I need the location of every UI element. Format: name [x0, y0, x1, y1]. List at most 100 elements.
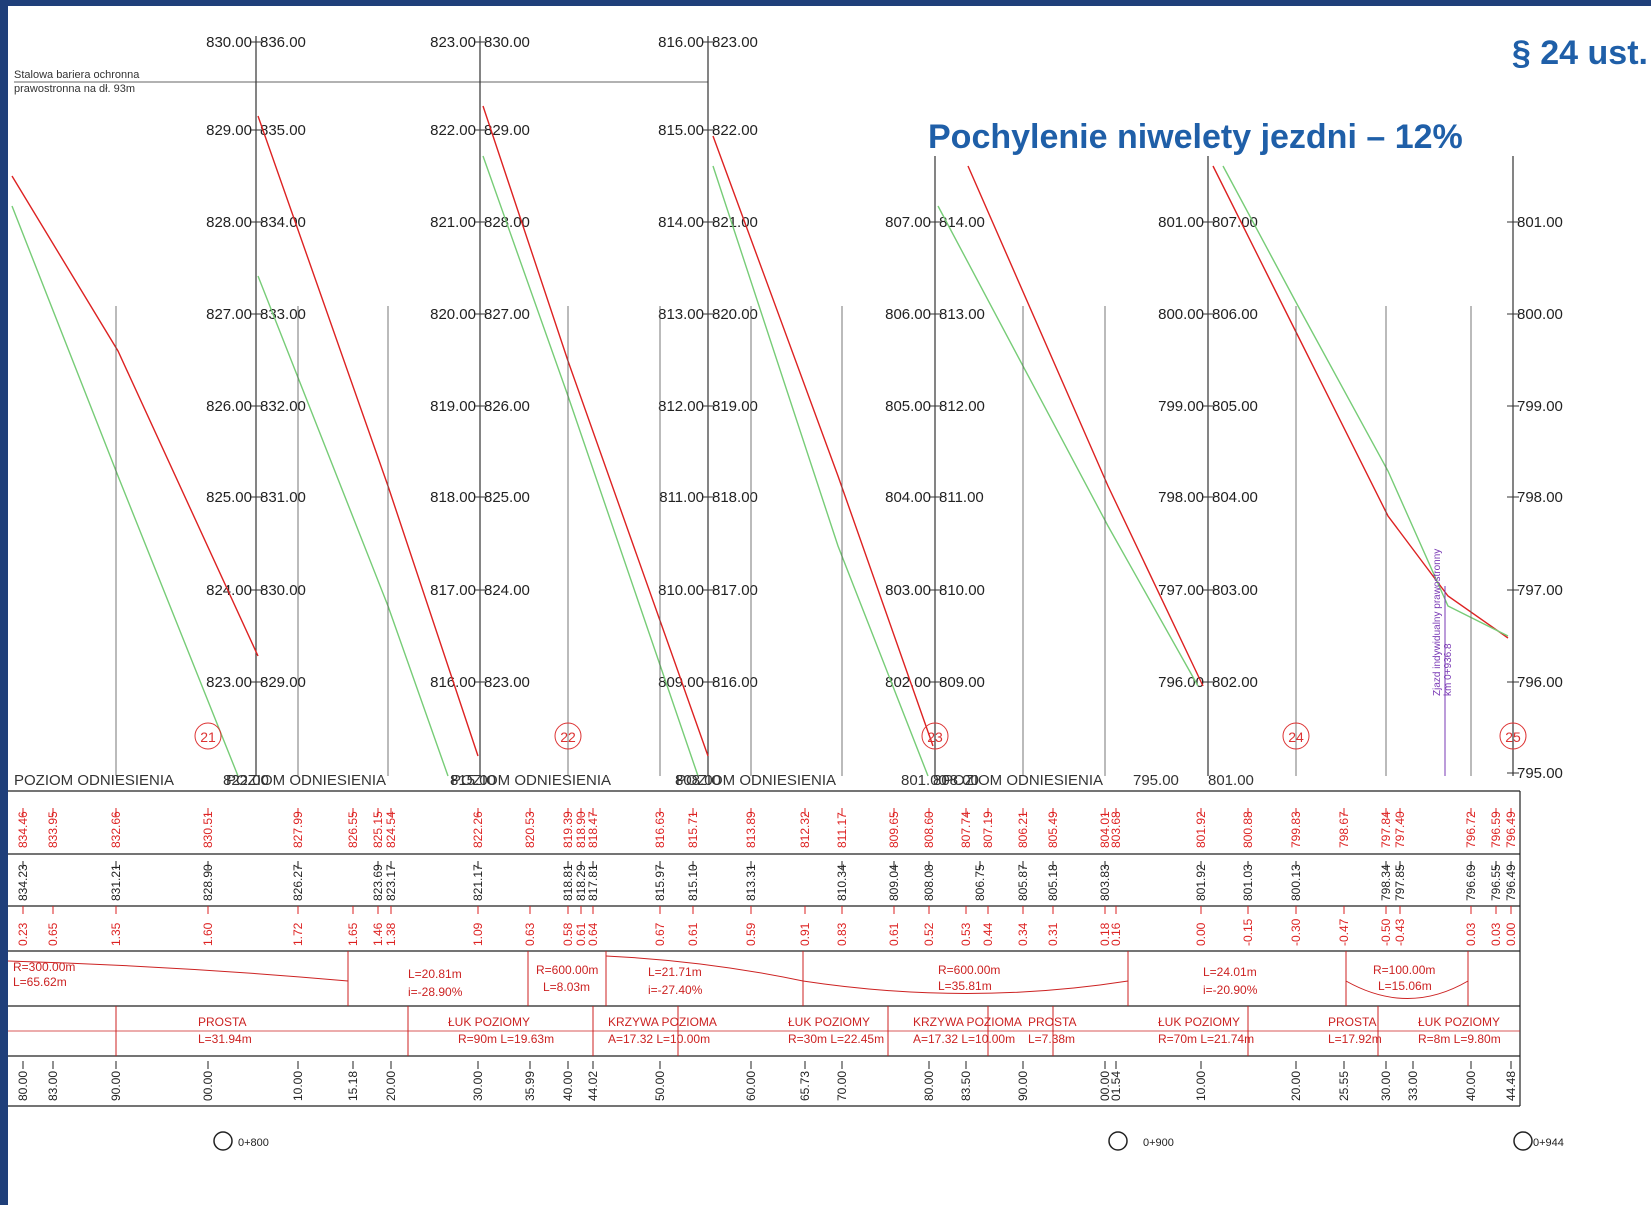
horizontal-name: ŁUK POZIOMY — [788, 1015, 870, 1029]
table-value: 20.00 — [384, 1071, 398, 1101]
vertical-curve: i=-28.90% — [408, 985, 463, 999]
title: § 24 ust. — [1512, 34, 1648, 72]
reference-level: 801.00 — [1208, 772, 1254, 789]
scale-label: 803.00 — [885, 582, 931, 599]
profile-number: 25 — [1505, 729, 1521, 745]
driveway-label: Zjazd indywidualny prawostronny — [1432, 549, 1443, 696]
scale-label: 829.00 — [260, 674, 306, 691]
scale-label: 807.00 — [1212, 214, 1258, 231]
horizontal-name: KRZYWA POZIOMA — [608, 1015, 717, 1029]
scale-label: 836.00 — [260, 34, 306, 51]
scale-label: 819.00 — [430, 398, 476, 415]
drawing: § 24 ust. Pochylenie niwelety jezdni – 1… — [8, 34, 1648, 1151]
scale-label: 814.00 — [658, 214, 704, 231]
table-value: 0.34 — [1016, 922, 1030, 946]
scale-label: 799.00 — [1158, 398, 1204, 415]
horizontal-param: R=70m L=21.74m — [1158, 1032, 1254, 1046]
table-value: 823.69 — [371, 864, 385, 901]
scale-label: 807.00 — [885, 214, 931, 231]
horizontal-name: PROSTA — [1028, 1015, 1076, 1029]
scale-label: 819.00 — [712, 398, 758, 415]
table-value: 822.26 — [471, 811, 485, 848]
scale-label: 833.00 — [260, 306, 306, 323]
scale-label: 810.00 — [939, 582, 985, 599]
profile-marker — [1499, 722, 1527, 750]
profile-marker — [921, 722, 949, 750]
table-value: 0.61 — [887, 922, 901, 946]
table-value: 0.18 — [1098, 922, 1112, 946]
table-value: 0.61 — [686, 922, 700, 946]
scale-label: 798.00 — [1517, 489, 1563, 506]
scale-label: 797.00 — [1158, 582, 1204, 599]
table-value: 823.17 — [384, 864, 398, 901]
table-value: 20.00 — [1289, 1071, 1303, 1101]
table-value: 818.81 — [561, 864, 575, 901]
table-value: 826.55 — [346, 811, 360, 848]
table-value: 820.53 — [523, 811, 537, 848]
scale-label: 799.00 — [1517, 398, 1563, 415]
table-value: 796.49 — [1504, 864, 1518, 901]
scale-label: 821.00 — [430, 214, 476, 231]
table-value: 40.00 — [1464, 1071, 1478, 1101]
profile-line — [712, 135, 934, 747]
table-value: 821.17 — [471, 864, 485, 901]
scale-label: 800.00 — [1517, 306, 1563, 323]
table-value: 80.00 — [922, 1071, 936, 1101]
scale-label: 805.00 — [885, 398, 931, 415]
vertical-curve: L=8.03m — [543, 980, 590, 994]
scale-label: 813.00 — [939, 306, 985, 323]
table-value: 30.00 — [471, 1071, 485, 1101]
profile-line — [712, 165, 929, 777]
scale-label: 811.00 — [659, 489, 704, 506]
table-value: 831.21 — [109, 864, 123, 901]
table-value: 796.59 — [1489, 811, 1503, 848]
vertical-curve: L=21.71m — [648, 965, 702, 979]
horizontal-name: PROSTA — [198, 1015, 246, 1029]
scale-label: 830.00 — [260, 582, 306, 599]
vertical-curve: L=24.01m — [1203, 965, 1257, 979]
table-value: 827.99 — [291, 811, 305, 848]
scale-label: 803.00 — [1212, 582, 1258, 599]
table-value: 797.85 — [1393, 864, 1407, 901]
reference-level: 815.00 — [450, 772, 496, 789]
table-value: 0.64 — [586, 922, 600, 946]
table-value: 1.46 — [371, 922, 385, 946]
scale-label: 806.00 — [1212, 306, 1258, 323]
table-value: 0.00 — [1194, 922, 1208, 946]
table-value: 800.13 — [1289, 864, 1303, 901]
vertical-curve: L=20.81m — [408, 967, 462, 981]
scale-label: 813.00 — [658, 306, 704, 323]
table-value: 828.90 — [201, 864, 215, 901]
table-value: 1.35 — [109, 922, 123, 946]
table-value: 801.92 — [1194, 864, 1208, 901]
scale-label: 802.00 — [1212, 674, 1258, 691]
scale-label: 795.00 — [1517, 765, 1563, 782]
subtitle: Pochylenie niwelety jezdni – 12% — [928, 118, 1463, 156]
table-value: 0.65 — [46, 922, 60, 946]
vertical-curve: R=300.00m — [13, 960, 75, 974]
note: Stalowa bariera ochronna — [14, 69, 140, 81]
station-marker — [1513, 1131, 1533, 1151]
horizontal-param: R=30m L=22.45m — [788, 1032, 884, 1046]
scale-label: 831.00 — [260, 489, 306, 506]
reference-level: 808.00 — [675, 772, 721, 789]
table-value: 807.74 — [959, 811, 973, 848]
scale-label: 823.00 — [484, 674, 530, 691]
scale-label: 826.00 — [206, 398, 252, 415]
table-value: 800.88 — [1241, 811, 1255, 848]
table-value: 1.65 — [346, 922, 360, 946]
table-value: 813.89 — [744, 811, 758, 848]
table-value: 10.00 — [1194, 1071, 1208, 1101]
scale-label: 821.00 — [712, 214, 758, 231]
table-value: 834.23 — [16, 864, 30, 901]
scale-label: 816.00 — [712, 674, 758, 691]
vertical-curve: R=100.00m — [1373, 963, 1435, 977]
table-value: 0.44 — [981, 922, 995, 946]
table-value: 90.00 — [1016, 1071, 1030, 1101]
reference-label: POZIOM ODNIESIENIA — [226, 772, 386, 789]
profile-line — [257, 275, 449, 777]
table-value: 809.65 — [887, 811, 901, 848]
table-value: 798.34 — [1379, 864, 1393, 901]
curve — [8, 955, 1469, 999]
table-value: 80.00 — [16, 1071, 30, 1101]
